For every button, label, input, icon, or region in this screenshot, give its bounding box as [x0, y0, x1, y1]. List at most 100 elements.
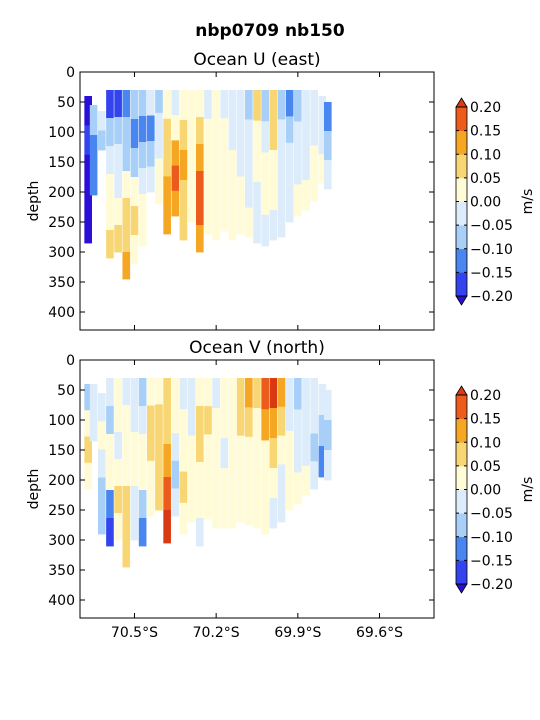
cell-u-18-3	[228, 180, 237, 211]
cell-u-17-0	[220, 90, 229, 119]
ytick-label-v-1: 50	[57, 383, 75, 399]
cell-u-5-2	[122, 144, 131, 172]
cell-u-6-2	[130, 148, 139, 178]
cell-u-7-0	[138, 90, 147, 117]
cell-u-9-3	[155, 158, 163, 182]
cell-v-16-2	[212, 438, 220, 469]
profile-v-21	[253, 378, 261, 529]
cell-v-5-1	[122, 405, 131, 433]
cell-v-5-4	[122, 486, 131, 514]
cell-v-23-4	[269, 498, 278, 529]
cell-v-27-1	[302, 407, 310, 437]
cell-u-14-3	[196, 171, 204, 199]
cell-v-23-3	[269, 468, 278, 499]
cell-v-22-2	[261, 440, 269, 472]
cell-u-14-0	[196, 90, 204, 118]
profile-u-3	[106, 90, 114, 259]
cell-u-13-2	[187, 142, 196, 170]
cell-v-3-0	[106, 378, 114, 407]
cell-v-5-2	[122, 432, 131, 460]
cell-v-5-5	[122, 513, 131, 541]
cell-v-15-2	[204, 434, 212, 463]
cell-v-27-2	[302, 436, 310, 467]
colorbar-tick-label-u-5: −0.05	[470, 218, 513, 234]
cell-v-17-3	[220, 468, 229, 499]
cell-u-16-0	[212, 90, 220, 121]
profiles-v	[84, 378, 332, 568]
cell-v-4-0	[114, 378, 122, 406]
cell-v-16-1	[212, 408, 220, 439]
cell-u-24-2	[277, 148, 286, 179]
cell-v-3-4	[106, 490, 114, 519]
cell-v-24-2	[277, 435, 286, 465]
cell-v-7-4	[138, 490, 147, 519]
xtick-label-v-2: 69.9°S	[274, 625, 321, 641]
profile-u-17	[220, 90, 229, 232]
cell-u-4-3	[114, 171, 122, 199]
colorbar-extend-max-u	[455, 97, 468, 108]
cell-u-20-1	[245, 119, 253, 150]
cell-u-16-3	[212, 180, 220, 211]
cell-u-24-4	[277, 207, 286, 238]
cell-u-15-3	[204, 176, 212, 206]
cell-u-12-1	[179, 120, 188, 151]
cell-v-24-1	[277, 406, 286, 436]
cell-u-23-4	[269, 210, 278, 241]
colorbar-seg-u-6	[456, 130, 467, 155]
cell-u-8-3	[146, 166, 155, 193]
cell-v-14-3	[196, 462, 204, 491]
cell-u-8-0	[146, 90, 155, 116]
cell-u-24-3	[277, 178, 286, 208]
figure-title: nbp0709 nb150	[195, 21, 345, 41]
cell-v-18-0	[228, 378, 237, 409]
cell-v-8-4	[146, 488, 155, 517]
cell-v-21-1	[253, 408, 261, 439]
cell-u-9-4	[155, 181, 163, 205]
cell-v-24-0	[277, 378, 286, 408]
ytick-label-v-2: 100	[48, 413, 75, 429]
cell-v-18-4	[228, 498, 237, 529]
colorbar-seg-u-5	[456, 154, 467, 179]
cell-v-7-5	[138, 518, 147, 547]
colorbar-seg-u-4	[456, 177, 467, 202]
profile-v-15	[204, 378, 212, 520]
colorbar-seg-v-0	[456, 560, 467, 585]
profile-u-9	[155, 90, 163, 205]
cell-v-10-3	[163, 477, 171, 511]
cell-v-9-3	[155, 457, 163, 484]
cell-v-24-4	[277, 493, 286, 523]
profile-v-13	[187, 378, 196, 523]
cell-u-14-5	[196, 225, 204, 253]
cell-v-29-2	[318, 446, 327, 478]
cell-v-7-0	[138, 378, 147, 407]
profile-u-22	[261, 90, 269, 247]
cell-v-28-0	[310, 378, 318, 407]
ytick-label-u-5: 250	[48, 215, 75, 231]
cell-u-28-2	[310, 145, 318, 174]
colorbar-tick-label-u-7: −0.15	[470, 265, 513, 281]
cell-u-5-0	[122, 90, 131, 118]
cell-u-21-0	[253, 90, 261, 121]
cell-v-22-3	[261, 471, 269, 504]
cell-v-13-3	[187, 464, 196, 494]
cell-v-10-1	[163, 411, 171, 445]
cell-v-25-1	[285, 404, 294, 432]
profile-v-12	[179, 378, 188, 535]
cell-v-25-0	[285, 378, 294, 405]
ytick-label-u-1: 50	[57, 95, 75, 111]
colorbar-seg-v-4	[456, 465, 467, 490]
cell-u-2-0	[97, 111, 106, 131]
cell-v-13-2	[187, 435, 196, 465]
profile-u-30	[323, 102, 332, 190]
colorbar-tick-label-v-6: −0.10	[470, 530, 513, 546]
cell-v-6-2	[130, 432, 139, 460]
colorbar-v: 0.20 0.15 0.10 0.05 0.00 −0.05 −0.10 −0.15 −0.20…	[455, 385, 536, 594]
cell-v-9-1	[155, 404, 163, 432]
cell-u-10-0	[163, 90, 171, 120]
cell-v-4-5	[114, 513, 122, 541]
cell-u-4-2	[114, 144, 122, 172]
profile-u-21	[253, 90, 261, 244]
panel-title-v: Ocean V (north)	[189, 338, 325, 358]
cell-u-29-0	[318, 96, 327, 126]
axes-frame-u	[79, 71, 435, 331]
